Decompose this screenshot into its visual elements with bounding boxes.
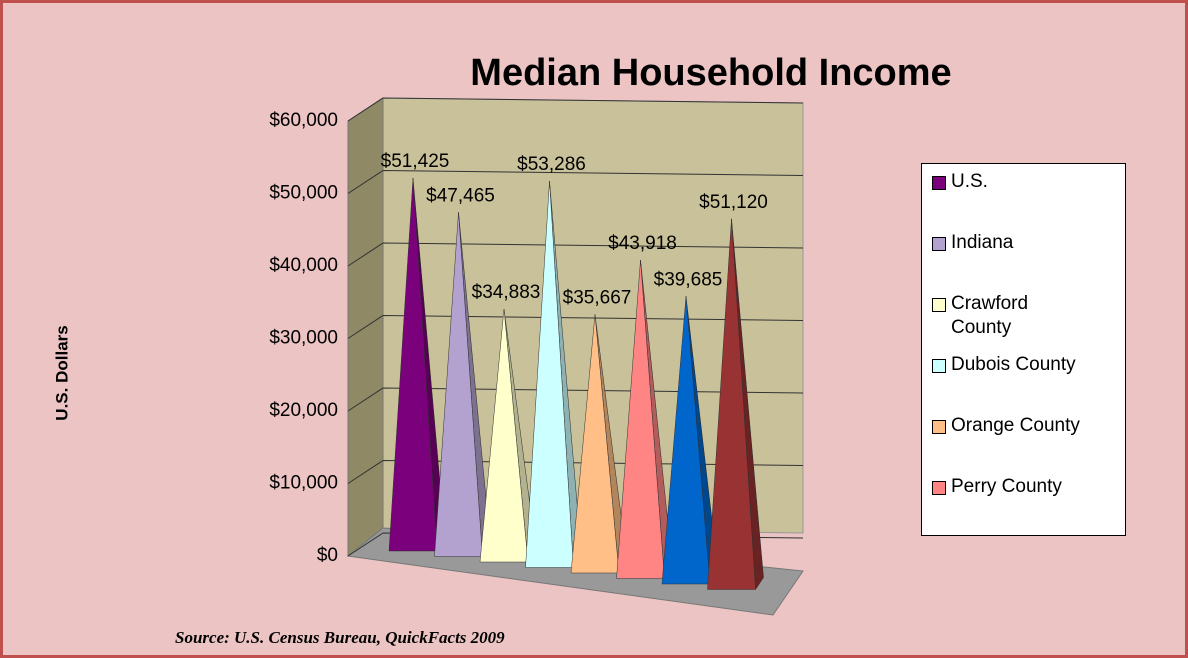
- grid-line: [347, 169, 804, 194]
- y-tick-label: $30,000: [269, 328, 338, 349]
- pyramid-side-shade: [504, 309, 536, 562]
- pyramid-side-shade: [595, 314, 627, 573]
- pyramid-side-shade: [549, 181, 582, 568]
- pyramid-side-shade: [686, 296, 718, 584]
- y-tick-label: $60,000: [269, 110, 338, 131]
- pyramid-side-shade: [458, 212, 491, 557]
- value-label: $34,883: [472, 282, 541, 303]
- legend-swatch: [932, 298, 946, 312]
- pyramid: [661, 296, 711, 585]
- chart: Median Household Income U.S. Dollars Sou…: [52, 52, 951, 647]
- y-tick-label: $10,000: [269, 473, 338, 494]
- y-tick-label: $40,000: [269, 255, 338, 276]
- pyramid: [616, 260, 665, 579]
- value-label: $51,425: [381, 151, 450, 172]
- legend-swatch: [932, 237, 946, 251]
- grid-line: [347, 97, 804, 122]
- legend-swatch: [932, 481, 946, 495]
- legend-entry: Orange County: [932, 414, 1119, 475]
- y-tick-label: $50,000: [269, 183, 338, 204]
- legend-entry: Indiana: [932, 231, 1119, 292]
- legend-label: Indiana: [951, 232, 1014, 253]
- value-label: $39,685: [654, 269, 723, 290]
- value-label: $51,120: [699, 192, 768, 213]
- pyramid: [707, 218, 756, 590]
- legend-label: Dubois County: [951, 354, 1076, 375]
- legend-label: Crawford County: [951, 293, 1029, 338]
- legend-label: Orange County: [951, 415, 1080, 436]
- legend-swatch: [932, 359, 946, 373]
- value-label: $43,918: [608, 233, 677, 254]
- pyramid: [525, 181, 574, 568]
- y-axis-label: U.S. Dollars: [52, 325, 71, 420]
- chart-title: Median Household Income: [470, 52, 951, 94]
- grid-line: [347, 387, 804, 412]
- legend: U.S. Indiana Crawford County Dubois County O…: [921, 163, 1126, 536]
- legend-label: Perry County: [951, 476, 1062, 497]
- grid-line: [347, 314, 804, 339]
- pyramid-side-shade: [731, 218, 764, 590]
- pyramid: [570, 314, 620, 574]
- legend-entry: Perry County: [932, 475, 1119, 535]
- value-label: $53,286: [517, 154, 586, 175]
- legend-entry: Dubois County: [932, 353, 1119, 414]
- source-note: Source: U.S. Census Bureau, QuickFacts 2…: [175, 628, 505, 647]
- legend-label: U.S.: [951, 171, 988, 192]
- pyramid: [479, 309, 529, 563]
- legend-entry: Crawford County: [932, 292, 1119, 353]
- y-tick-label: $20,000: [269, 400, 338, 421]
- legend-entry: U.S.: [932, 170, 1119, 231]
- value-label: $35,667: [563, 287, 632, 308]
- pyramid: [388, 178, 438, 552]
- pyramid-side-shade: [413, 178, 445, 551]
- legend-swatch: [932, 420, 946, 434]
- grid-line: [347, 242, 804, 267]
- pyramid: [434, 212, 483, 557]
- legend-swatch: [932, 176, 946, 190]
- grid-line: [347, 459, 804, 484]
- value-label: $47,465: [426, 185, 495, 206]
- pyramid-side-shade: [640, 260, 673, 579]
- y-tick-label: $0: [317, 545, 338, 566]
